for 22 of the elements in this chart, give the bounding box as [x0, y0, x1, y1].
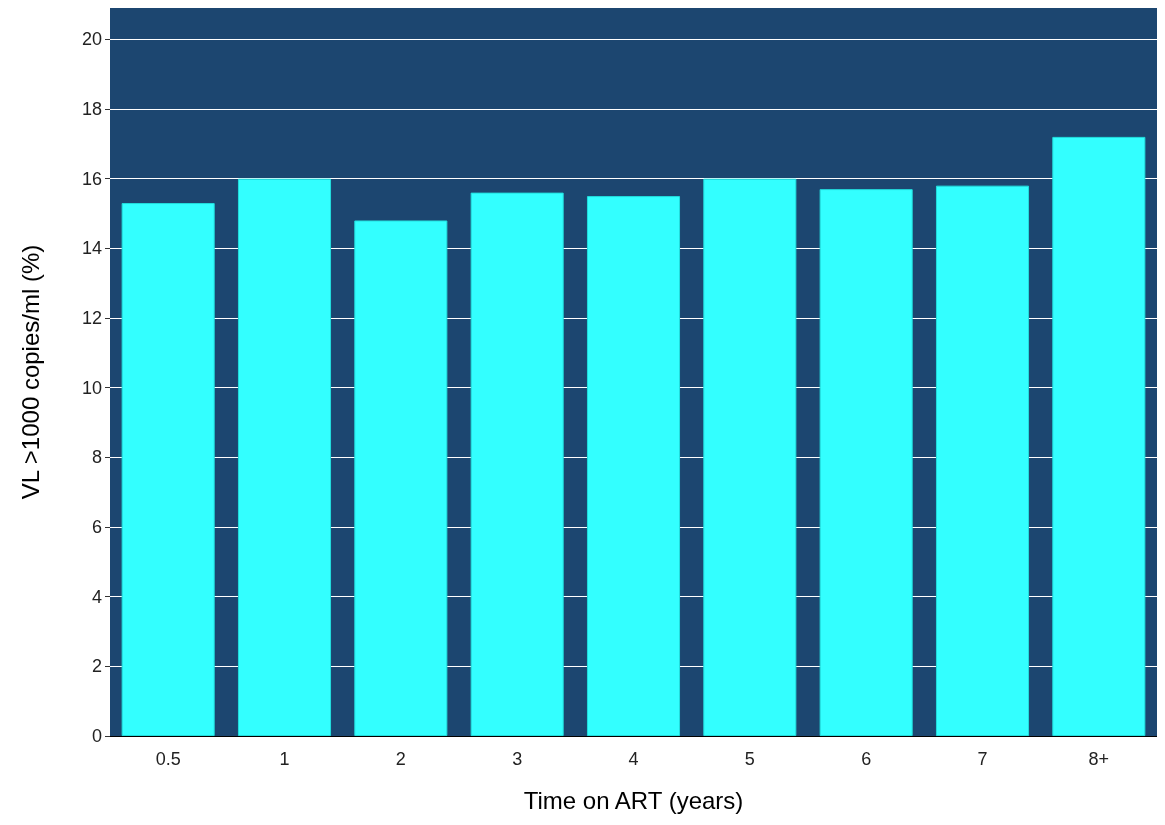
y-axis-title: VL >1000 copies/ml (%)	[16, 244, 44, 500]
y-tick-label: 2	[91, 656, 102, 677]
y-tick-label: 14	[81, 238, 102, 259]
x-tick-label: 5	[744, 749, 755, 769]
x-tick-label: 8+	[1088, 749, 1110, 769]
x-tick-label: 0.5	[155, 749, 181, 769]
y-tick-label: 0	[91, 726, 102, 746]
x-tick-label: 1	[279, 749, 290, 769]
y-tick-label: 12	[81, 308, 102, 329]
x-axis-title: Time on ART (years)	[523, 786, 744, 814]
y-tick-label: 20	[81, 29, 102, 50]
y-tick-label: 8	[91, 447, 102, 468]
y-tick-label: 18	[81, 99, 102, 120]
x-tick-label: 7	[977, 749, 988, 769]
y-tick-label: 6	[91, 517, 102, 537]
x-tick-label: 6	[861, 749, 872, 769]
y-tick-label: 16	[81, 168, 102, 189]
x-tick-label: 4	[628, 749, 639, 769]
x-tick-label: 3	[512, 749, 523, 769]
x-tick-label: 2	[395, 749, 406, 769]
y-tick-label: 4	[91, 586, 102, 607]
y-tick-label: 10	[81, 377, 102, 398]
